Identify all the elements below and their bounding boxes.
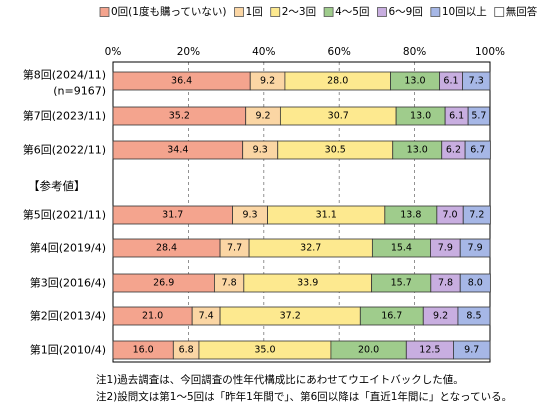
data-label: 7.3	[469, 76, 484, 87]
data-label: 8.5	[466, 311, 481, 322]
data-label: 7.9	[438, 243, 453, 254]
data-label: 9.2	[260, 76, 275, 87]
category-label: 第4回(2019/4)	[30, 241, 106, 255]
legend-swatch	[234, 7, 244, 17]
data-label: 5.7	[471, 111, 486, 122]
data-label: 20.0	[358, 345, 379, 356]
data-label: 21.0	[142, 311, 163, 322]
stacked-bar-chart: 0回(1度も購っていない) 1回 2〜3回 4〜5回 6〜9回 10回以上 無回答 0% 20%…	[23, 5, 538, 363]
data-label: 13.0	[407, 145, 428, 156]
data-label: 8.0	[468, 278, 483, 289]
category-label: 第2回(2013/4)	[30, 309, 106, 323]
data-label: 6.8	[179, 345, 194, 356]
footnote-2: 注2)設問文は第1〜5回は「昨年1年間で」、第6回以降は「直近1年間に」となって…	[96, 391, 513, 403]
data-label: 9.3	[253, 145, 268, 156]
legend-label: 無回答	[506, 5, 538, 18]
data-label: 7.8	[222, 278, 237, 289]
data-label: 37.2	[280, 311, 301, 322]
data-label: 7.8	[438, 278, 453, 289]
legend-swatch	[430, 7, 441, 17]
data-label: 31.7	[162, 210, 183, 221]
x-tick-label: 40%	[252, 46, 275, 58]
data-label: 13.8	[400, 210, 421, 221]
data-label: 28.4	[156, 243, 177, 254]
bar-segment	[462, 205, 491, 225]
category-label: 第5回(2021/11)	[23, 208, 106, 222]
legend-label: 4〜5回	[335, 6, 369, 18]
data-label: 7.7	[227, 243, 242, 254]
bar-segment	[457, 306, 491, 326]
bar-segment	[453, 340, 491, 360]
data-label: 28.0	[327, 76, 348, 87]
legend-swatch	[99, 7, 110, 17]
category-sublabel: (n=9167)	[53, 85, 106, 98]
data-label: 16.0	[133, 345, 154, 356]
data-label: 6.2	[446, 145, 461, 156]
data-label: 34.4	[167, 145, 188, 156]
data-label: 13.0	[404, 76, 425, 87]
data-label: 6.1	[449, 111, 464, 122]
x-tick-label: 80%	[403, 46, 426, 58]
data-label: 35.0	[254, 345, 275, 356]
data-label: 9.7	[464, 345, 479, 356]
category-label: 第6回(2022/11)	[23, 143, 106, 157]
x-tick-label: 0%	[105, 46, 122, 58]
category-label: 第3回(2016/4)	[30, 276, 106, 290]
x-tick-label: 20%	[177, 46, 200, 58]
bar-segment	[464, 140, 491, 160]
legend-label: 0回(1度も購っていない)	[111, 5, 227, 18]
data-label: 9.3	[242, 210, 257, 221]
bar-segment	[462, 71, 491, 91]
legend-label: 10回以上	[442, 6, 487, 18]
category-label: 第7回(2023/11)	[23, 109, 106, 123]
data-label: 33.9	[297, 278, 318, 289]
x-tick-label: 100%	[475, 46, 505, 58]
group-header: 【参考値】	[28, 179, 86, 193]
data-label: 15.4	[391, 243, 412, 254]
category-label: 第8回(2024/11)	[23, 68, 106, 82]
data-label: 30.7	[328, 111, 349, 122]
x-tick-label: 60%	[328, 46, 351, 58]
data-label: 7.4	[199, 311, 214, 322]
data-label: 30.5	[325, 145, 346, 156]
category-label: 第1回(2010/4)	[30, 343, 106, 357]
bar-segment	[459, 238, 491, 258]
data-label: 7.9	[468, 243, 483, 254]
data-label: 9.2	[255, 111, 270, 122]
legend-swatch	[494, 7, 505, 17]
data-label: 9.2	[433, 311, 448, 322]
bar-segment	[459, 273, 491, 293]
data-label: 31.1	[316, 210, 337, 221]
data-label: 13.0	[410, 111, 431, 122]
footnote-1: 注1)過去調査は、今回調査の性年代構成比にあわせてウエイトバックした値。	[96, 374, 464, 386]
footnotes: 注1)過去調査は、今回調査の性年代構成比にあわせてウエイトバックした値。 注2)…	[96, 372, 512, 406]
data-label: 7.0	[442, 210, 457, 221]
legend-swatch	[270, 7, 281, 17]
data-label: 26.9	[153, 278, 174, 289]
legend-label: 6〜9回	[388, 6, 422, 18]
data-label: 35.2	[169, 111, 190, 122]
data-label: 12.5	[419, 345, 440, 356]
data-label: 6.7	[470, 145, 485, 156]
legend-label: 1回	[246, 6, 263, 18]
data-label: 32.7	[300, 243, 321, 254]
data-label: 6.1	[443, 76, 458, 87]
bar-segment	[467, 106, 491, 126]
legend-swatch	[377, 7, 387, 17]
legend-swatch	[323, 7, 334, 17]
data-label: 7.2	[469, 210, 484, 221]
legend-label: 2〜3回	[282, 6, 316, 18]
data-label: 16.7	[381, 311, 402, 322]
data-label: 15.7	[391, 278, 412, 289]
data-label: 36.4	[171, 76, 192, 87]
